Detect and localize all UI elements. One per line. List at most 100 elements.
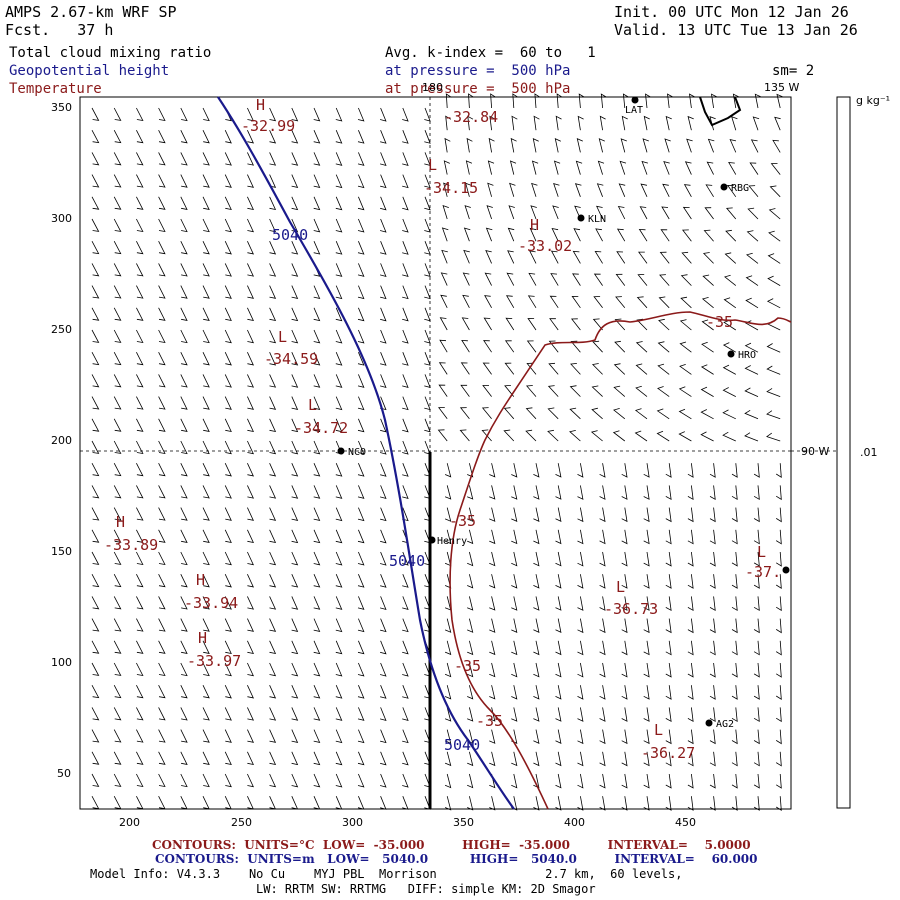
wind-barb — [402, 218, 409, 233]
wind-barb — [753, 729, 760, 745]
wind-barb — [91, 263, 100, 277]
wind-barb — [136, 174, 144, 188]
wind-barb — [731, 507, 738, 523]
wind-barb — [357, 729, 365, 744]
wind-barb — [113, 263, 122, 277]
wind-barb — [357, 352, 365, 366]
wind-barb — [224, 729, 232, 743]
wind-barb — [158, 307, 166, 321]
wind-barb — [753, 574, 760, 589]
wind-barb — [158, 352, 166, 366]
wind-barb — [577, 685, 584, 700]
wind-barb — [247, 130, 254, 144]
extremum-type-10: L — [616, 578, 625, 596]
wind-barb — [775, 507, 782, 523]
extremum-value-4: -33.02 — [518, 237, 572, 255]
wind-barb — [136, 307, 144, 321]
wind-barb — [291, 729, 299, 743]
wind-barb — [599, 596, 606, 611]
wind-barb — [578, 93, 585, 109]
wind-barb — [732, 93, 739, 109]
wind-barb — [136, 374, 144, 388]
wind-barb — [766, 343, 781, 353]
wind-barb — [577, 640, 584, 656]
wind-barb — [441, 227, 449, 242]
valid-time: Valid. 13 UTC Tue 13 Jan 26 — [614, 21, 858, 39]
wind-barb — [638, 251, 648, 264]
wind-barb — [621, 729, 628, 745]
wind-barb — [335, 707, 343, 721]
wind-barb — [552, 205, 559, 220]
wind-barb — [444, 137, 451, 153]
wind-barb — [158, 685, 166, 699]
wind-barb — [247, 618, 254, 632]
wind-barb — [682, 206, 692, 220]
wind-barb — [402, 352, 409, 366]
wind-barb — [594, 251, 603, 264]
wind-barb — [180, 551, 188, 566]
wind-barb — [706, 161, 714, 175]
wind-barb — [746, 230, 759, 242]
wind-barb — [444, 751, 452, 767]
wind-barb — [530, 205, 537, 220]
wind-barb — [643, 596, 650, 611]
wind-barb — [437, 429, 448, 442]
wind-barb — [489, 596, 496, 611]
wind-barb — [753, 596, 760, 612]
wind-barb — [665, 729, 672, 745]
wind-barb — [439, 339, 448, 353]
wind-barb — [461, 317, 470, 331]
wind-barb — [136, 196, 144, 210]
wind-barb — [618, 183, 626, 197]
wind-barb — [460, 362, 470, 375]
wind-barb — [224, 596, 232, 610]
wind-barb — [533, 507, 540, 522]
wind-barb — [489, 551, 496, 567]
wind-barb — [527, 318, 537, 331]
wind-barb — [570, 340, 581, 353]
field-cloud-label: Total cloud mixing ratio — [9, 45, 212, 61]
wind-barb — [576, 138, 583, 153]
wind-barb — [202, 507, 210, 521]
wind-barb — [158, 707, 166, 721]
wind-barb — [224, 662, 232, 677]
wind-barb — [180, 352, 188, 366]
wind-barb — [709, 685, 716, 700]
wind-barb — [202, 485, 210, 499]
wind-barb — [113, 396, 122, 410]
wind-barb — [753, 685, 760, 700]
wind-barb — [766, 432, 781, 442]
wind-barb — [357, 751, 365, 766]
wind-barb — [709, 640, 716, 656]
wind-barb — [709, 796, 716, 811]
wind-barb — [767, 275, 781, 286]
wind-barb — [591, 363, 603, 375]
wind-barb — [444, 662, 452, 678]
wind-barb — [402, 618, 409, 633]
wind-barb — [679, 341, 692, 353]
wind-barb — [379, 152, 387, 166]
wind-barb — [643, 685, 650, 700]
wind-barb — [269, 196, 277, 211]
wind-barb — [313, 751, 321, 766]
wind-barb — [467, 529, 474, 545]
wind-barb — [113, 640, 122, 654]
wind-barb — [613, 363, 626, 375]
wind-barb — [643, 115, 650, 131]
wind-barb — [443, 182, 450, 197]
wind-barb — [467, 463, 474, 478]
colorbar-unit: g kg⁻¹ — [856, 94, 890, 107]
extremum-value-3: -34.15 — [424, 179, 478, 197]
wind-barb — [731, 618, 738, 634]
wind-barb — [467, 485, 474, 500]
wind-barb — [269, 507, 277, 521]
wind-barb — [684, 161, 692, 175]
wind-barb — [91, 796, 100, 810]
wind-barb — [269, 662, 277, 677]
wind-barb — [511, 773, 518, 789]
wind-barb — [291, 418, 299, 433]
wind-barb — [379, 485, 387, 499]
wind-barb — [91, 329, 100, 343]
wind-barb — [555, 463, 562, 478]
